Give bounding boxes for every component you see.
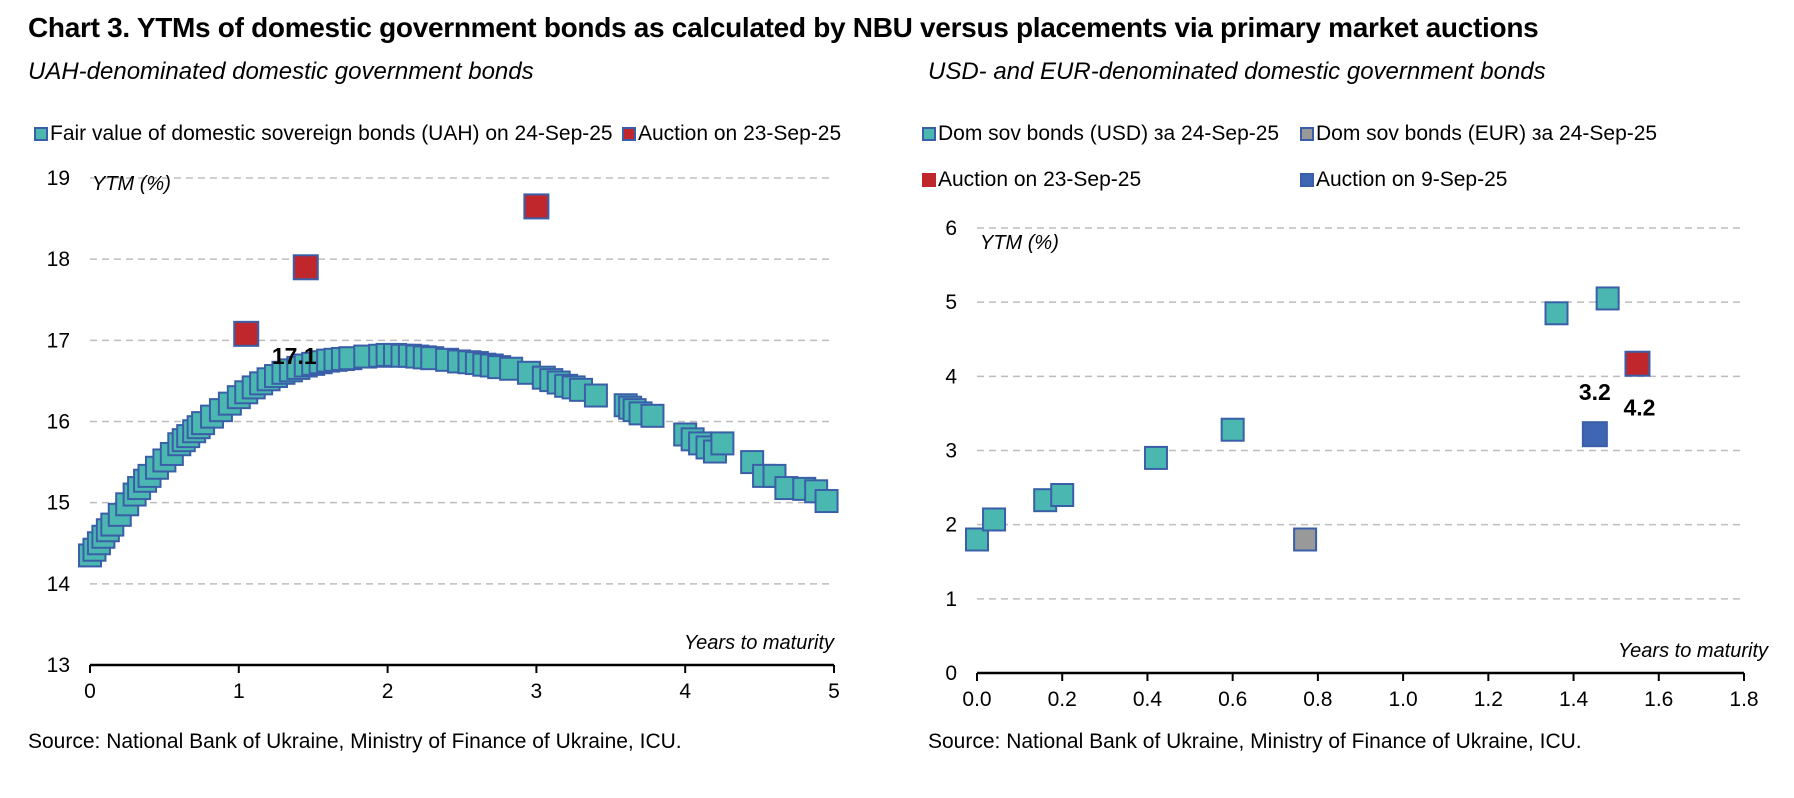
data-point: [1581, 421, 1608, 448]
y-tick-label: 0: [945, 662, 957, 685]
data-point: [982, 507, 1007, 532]
y-axis-title: YTM (%): [92, 173, 171, 195]
data-point: [1050, 483, 1075, 507]
x-tick-label: 1.4: [1559, 688, 1589, 711]
y-tick-label: 2: [945, 514, 957, 537]
y-tick-label: 13: [47, 654, 70, 677]
x-tick-label: 0.8: [1303, 688, 1332, 711]
y-tick-label: 3: [945, 440, 957, 463]
left-source: Source: National Bank of Ukraine, Minist…: [28, 730, 682, 753]
data-point: [523, 193, 550, 220]
x-tick-label: 0.4: [1133, 688, 1163, 711]
data-point: [1293, 527, 1318, 552]
data-point: [814, 489, 839, 514]
chart-title: Chart 3. YTMs of domestic government bon…: [28, 12, 1539, 43]
y-tick-label: 18: [47, 248, 70, 271]
data-label: 4.2: [1623, 395, 1655, 421]
x-tick-label: 1.6: [1644, 688, 1673, 711]
data-point: [1544, 301, 1569, 326]
data-point: [965, 527, 989, 552]
y-tick-label: 14: [47, 573, 71, 596]
right-source: Source: National Bank of Ukraine, Minist…: [928, 730, 1582, 753]
right-legend-auction-9: Auction on 9-Sep-25: [1300, 168, 1507, 192]
right-subtitle: USD- and EUR-denominated domestic govern…: [928, 58, 1546, 85]
y-tick-label: 15: [47, 492, 70, 515]
x-tick-label: 1.0: [1389, 688, 1418, 711]
data-point: [710, 431, 735, 456]
data-label: 17.1: [272, 343, 317, 369]
left-legend-fair-value: Fair value of domestic sovereign bonds (…: [34, 122, 613, 146]
x-tick-label: 0.0: [962, 688, 991, 711]
x-tick-label: 0.6: [1218, 688, 1247, 711]
x-tick-label: 3: [531, 680, 543, 703]
data-point: [640, 403, 665, 428]
legend-label: Dom sov bonds (USD) за 24-Sep-25: [938, 122, 1280, 145]
data-point: [1143, 445, 1168, 470]
y-tick-label: 5: [945, 291, 957, 314]
legend-label: Dom sov bonds (EUR) за 24-Sep-25: [1316, 122, 1658, 145]
x-tick-label: 0.2: [1048, 688, 1077, 711]
x-tick-label: 1.2: [1474, 688, 1503, 711]
legend-swatch: [922, 127, 936, 141]
y-tick-label: 4: [945, 365, 957, 388]
x-tick-label: 5: [828, 680, 840, 703]
legend-swatch: [1300, 127, 1314, 141]
data-point: [233, 320, 260, 347]
right-legend-auction-23: Auction on 23-Sep-25: [922, 168, 1141, 192]
y-tick-label: 1: [945, 588, 957, 611]
legend-label: Fair value of domestic sovereign bonds (…: [50, 122, 613, 145]
left-scatter-chart: 13 14 15 16 17 18 19 0 1 2 3 4 5 YTM (%) Years to matu…: [47, 167, 840, 703]
data-point: [583, 383, 608, 408]
x-axis-title: Years to maturity: [684, 632, 835, 654]
right-legend-eur: Dom sov bonds (EUR) за 24-Sep-25: [1300, 122, 1657, 146]
data-point: [1220, 417, 1245, 442]
data-point: [1624, 350, 1651, 377]
x-tick-label: 2: [382, 680, 394, 703]
legend-label: Auction on 9-Sep-25: [1316, 168, 1508, 191]
right-scatter-chart: 0 1 2 3 4 5 6 0.0 0.2 0.4 0.6 0.8 1.0 1.2 1.4 1.6 1.8 YTM…: [945, 217, 1769, 711]
legend-swatch: [1300, 173, 1314, 187]
x-tick-label: 1: [233, 680, 245, 703]
y-tick-label: 19: [47, 167, 70, 190]
y-tick-label: 17: [47, 329, 70, 352]
legend-swatch: [622, 127, 636, 141]
left-legend-auction: Auction on 23-Sep-25: [622, 122, 841, 146]
x-tick-label: 1.8: [1729, 688, 1758, 711]
data-point: [292, 254, 319, 281]
y-axis-title: YTM (%): [980, 232, 1059, 254]
legend-swatch: [34, 127, 48, 141]
legend-label: Auction on 23-Sep-25: [638, 122, 842, 145]
right-legend-usd: Dom sov bonds (USD) за 24-Sep-25: [922, 122, 1279, 146]
x-tick-label: 4: [679, 680, 691, 703]
y-tick-label: 6: [945, 217, 957, 240]
legend-swatch: [922, 173, 936, 187]
x-tick-label: 0: [84, 680, 96, 703]
data-point: [1595, 286, 1620, 311]
x-axis-title: Years to maturity: [1618, 640, 1769, 662]
data-label: 3.2: [1579, 379, 1611, 405]
left-subtitle: UAH-denominated domestic government bond…: [28, 58, 534, 85]
legend-label: Auction on 23-Sep-25: [938, 168, 1142, 191]
y-tick-label: 16: [47, 411, 70, 434]
